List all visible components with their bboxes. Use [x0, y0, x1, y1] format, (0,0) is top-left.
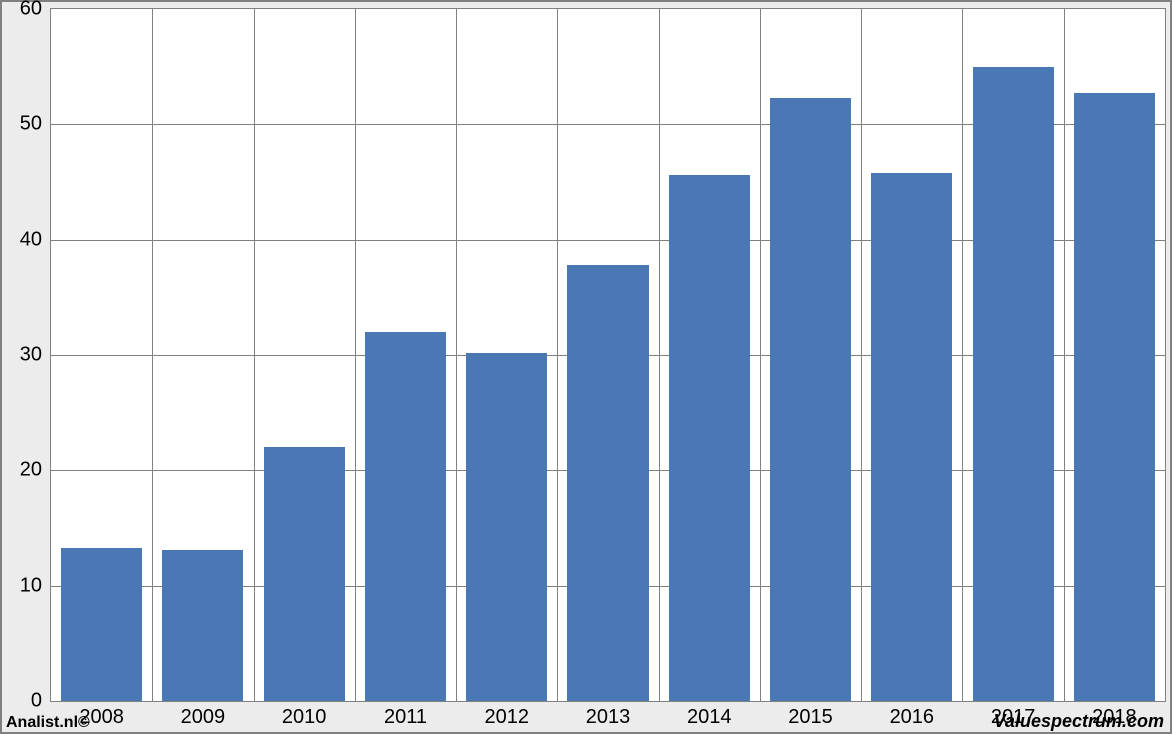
gridline-vertical	[1064, 9, 1065, 701]
gridline-vertical	[557, 9, 558, 701]
bar	[567, 265, 648, 701]
x-axis-label: 2013	[586, 706, 631, 729]
x-axis-label: 2016	[890, 706, 935, 729]
gridline-vertical	[760, 9, 761, 701]
gridline-vertical	[659, 9, 660, 701]
bar	[365, 332, 446, 701]
bar	[871, 173, 952, 701]
y-axis-label: 60	[2, 0, 42, 21]
bar	[162, 550, 243, 701]
plot-area	[50, 8, 1166, 702]
x-axis-label: 2012	[484, 706, 529, 729]
x-axis-label: 2009	[181, 706, 226, 729]
gridline-vertical	[355, 9, 356, 701]
y-axis-label: 50	[2, 113, 42, 136]
credit-left: Analist.nl©	[6, 714, 90, 732]
gridline-vertical	[861, 9, 862, 701]
x-axis-label: 2015	[788, 706, 833, 729]
x-axis-label: 2018	[1092, 706, 1137, 729]
x-axis-label: 2011	[384, 706, 427, 729]
bar	[770, 98, 851, 701]
x-axis-label: 2008	[79, 706, 124, 729]
gridline-vertical	[456, 9, 457, 701]
bar	[264, 447, 345, 701]
bar	[973, 67, 1054, 701]
x-axis-label: 2017	[991, 706, 1036, 729]
y-axis-label: 20	[2, 459, 42, 482]
bar	[466, 353, 547, 701]
y-axis-label: 30	[2, 344, 42, 367]
gridline-vertical	[152, 9, 153, 701]
gridline-vertical	[254, 9, 255, 701]
bar	[61, 548, 142, 701]
y-axis-label: 40	[2, 228, 42, 251]
x-axis-label: 2014	[687, 706, 732, 729]
x-axis-label: 2010	[282, 706, 327, 729]
y-axis-label: 0	[2, 690, 42, 713]
bar	[669, 175, 750, 701]
gridline-vertical	[962, 9, 963, 701]
bar	[1074, 93, 1155, 701]
y-axis-label: 10	[2, 574, 42, 597]
chart-container: Analist.nl© Valuespectrum.com 0102030405…	[0, 0, 1172, 734]
